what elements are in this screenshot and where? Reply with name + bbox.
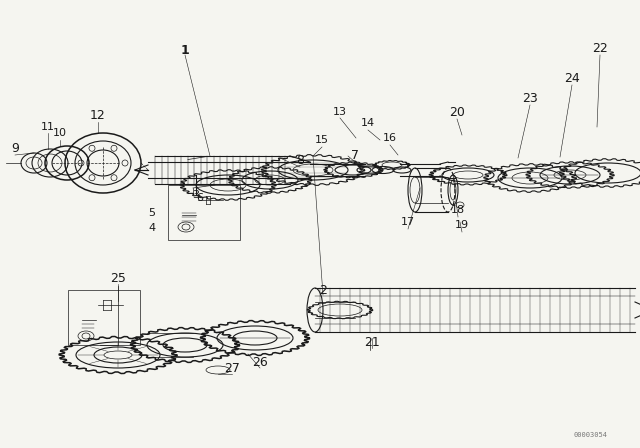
Text: 16: 16 [383,133,397,143]
Text: 14: 14 [361,118,375,128]
Text: 9: 9 [11,142,19,155]
Text: 10: 10 [53,128,67,138]
Text: 3: 3 [193,190,200,200]
Text: 12: 12 [90,108,106,121]
Text: 11: 11 [41,122,55,132]
Text: 27: 27 [224,362,240,375]
Text: 8: 8 [296,154,304,167]
Text: 00003054: 00003054 [574,432,608,438]
Text: 26: 26 [252,356,268,369]
Text: 6: 6 [196,193,204,203]
Text: 7: 7 [351,148,359,161]
Text: 5: 5 [148,208,156,218]
Text: 19: 19 [455,220,469,230]
Text: 18: 18 [451,205,465,215]
Text: 20: 20 [449,105,465,119]
Text: 24: 24 [564,72,580,85]
Bar [68,290,140,345]
Text: 22: 22 [592,42,608,55]
Text: 17: 17 [401,217,415,227]
Text: 13: 13 [333,107,347,117]
Bar [168,185,240,240]
Text: 25: 25 [110,271,126,284]
Text: 2: 2 [319,284,327,297]
Text: 1: 1 [180,43,189,56]
Text: 15: 15 [315,135,329,145]
Text: 23: 23 [522,91,538,104]
Text: 4: 4 [148,223,156,233]
Text: 21: 21 [364,336,380,349]
